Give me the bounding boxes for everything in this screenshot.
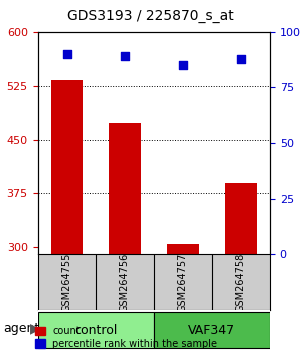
Text: GSM264755: GSM264755 xyxy=(61,252,72,312)
Text: GSM264756: GSM264756 xyxy=(120,252,130,312)
Text: control: control xyxy=(74,324,117,337)
Bar xyxy=(167,244,199,255)
Text: agent: agent xyxy=(3,322,39,335)
Text: ▶: ▶ xyxy=(30,321,40,336)
Text: GSM264758: GSM264758 xyxy=(236,252,246,312)
FancyBboxPatch shape xyxy=(154,312,270,348)
Bar xyxy=(51,80,82,255)
Point xyxy=(180,62,185,68)
FancyBboxPatch shape xyxy=(38,312,154,348)
Legend: count, percentile rank within the sample: count, percentile rank within the sample xyxy=(35,326,218,349)
Text: GSM264757: GSM264757 xyxy=(178,252,188,312)
Bar xyxy=(109,123,141,255)
Point xyxy=(64,51,69,57)
Text: VAF347: VAF347 xyxy=(188,324,236,337)
Text: GDS3193 / 225870_s_at: GDS3193 / 225870_s_at xyxy=(67,9,233,23)
Point xyxy=(238,56,243,61)
Bar xyxy=(225,183,257,255)
Point xyxy=(122,53,127,59)
